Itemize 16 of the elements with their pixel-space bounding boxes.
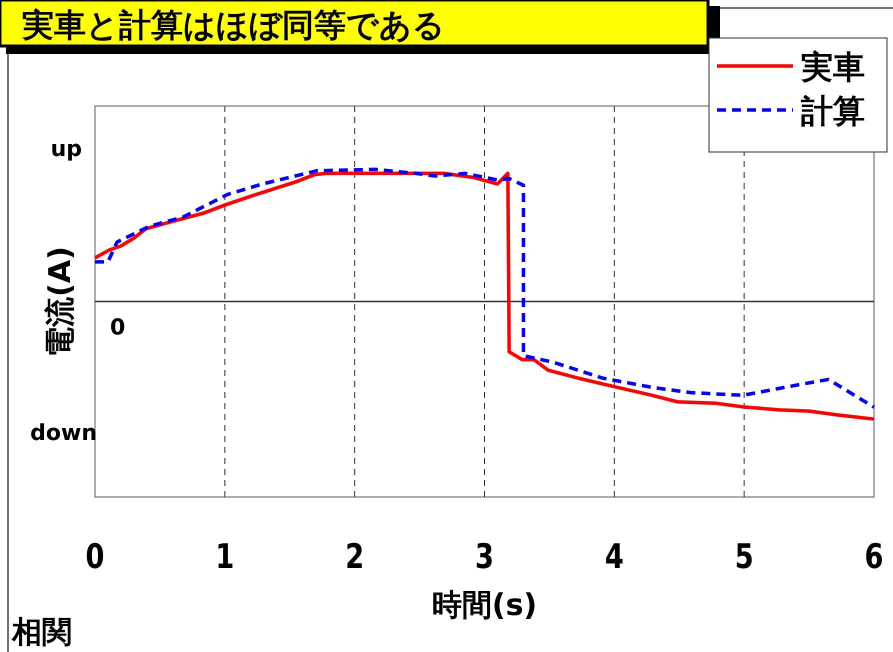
x-axis-title: 時間(s) (432, 588, 538, 623)
text: down (30, 421, 97, 446)
x-tick-label: 3 (475, 537, 494, 577)
x-tick-label: 0 (86, 537, 104, 577)
x-tick-label: 5 (734, 537, 754, 577)
x-tick-label: 1 (215, 537, 234, 577)
text: up (50, 137, 82, 162)
legend-label: 計算 (800, 92, 865, 130)
legend-label: 実車 (800, 48, 865, 86)
y-axis-title: 電流(A) (43, 246, 78, 357)
x-tick-label: 6 (864, 537, 884, 577)
text: 相関 (11, 615, 72, 650)
annotation: 0 (110, 316, 126, 341)
chart-title: 実車と計算はほぼ同等である (21, 6, 445, 44)
x-tick-label: 2 (345, 537, 364, 577)
x-tick-label: 4 (604, 537, 624, 577)
